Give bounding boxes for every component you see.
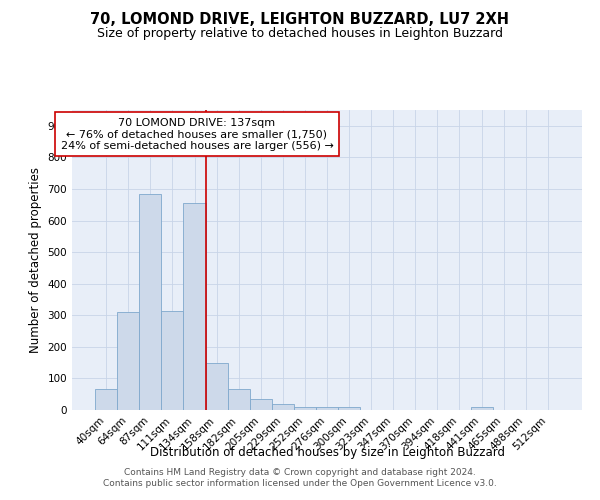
Bar [161,311,184,410]
Text: 70, LOMOND DRIVE, LEIGHTON BUZZARD, LU7 2XH: 70, LOMOND DRIVE, LEIGHTON BUZZARD, LU7 … [91,12,509,28]
Bar [95,390,117,410]
Bar [227,388,250,410]
Text: Distribution of detached houses by size in Leighton Buzzard: Distribution of detached houses by size … [149,446,505,459]
Text: Contains HM Land Registry data © Crown copyright and database right 2024.
Contai: Contains HM Land Registry data © Crown c… [103,468,497,487]
Bar [206,362,227,410]
Y-axis label: Number of detached properties: Number of detached properties [29,167,42,353]
Text: Size of property relative to detached houses in Leighton Buzzard: Size of property relative to detached ho… [97,28,503,40]
Bar [117,312,139,410]
Bar [316,406,338,410]
Bar [139,194,161,410]
Bar [250,399,272,410]
Bar [272,404,294,410]
Bar [470,407,493,410]
Bar [338,407,360,410]
Text: 70 LOMOND DRIVE: 137sqm
← 76% of detached houses are smaller (1,750)
24% of semi: 70 LOMOND DRIVE: 137sqm ← 76% of detache… [61,118,334,150]
Bar [184,203,206,410]
Bar [294,406,316,410]
